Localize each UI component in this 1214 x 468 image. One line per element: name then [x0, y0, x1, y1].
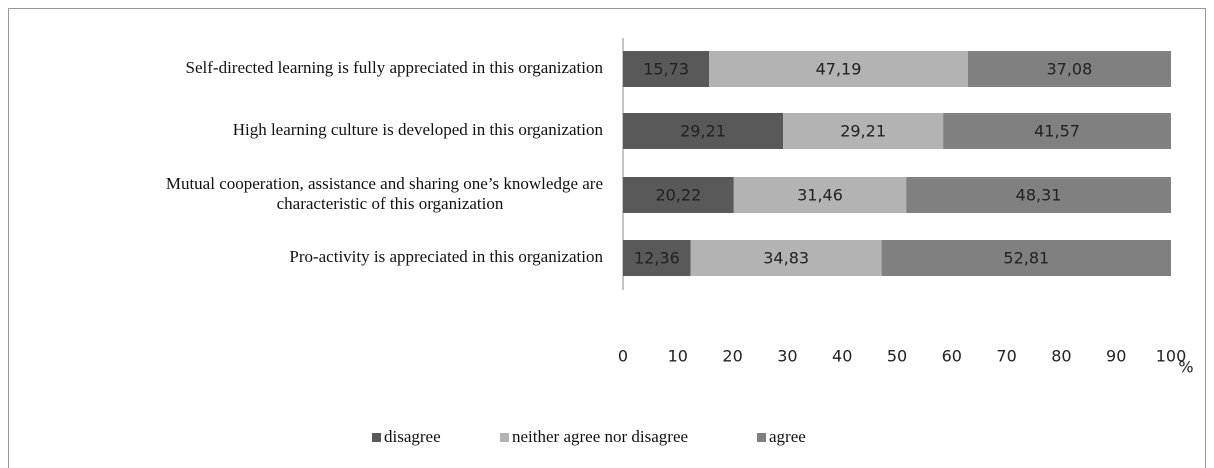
- data-label: 12,36: [634, 249, 680, 268]
- x-tick-label: 80: [1051, 347, 1071, 366]
- data-label: 29,21: [680, 122, 726, 141]
- x-tick-label: 100: [1156, 347, 1187, 366]
- bar-segment: [967, 51, 1171, 87]
- legend-label: agree: [769, 427, 806, 446]
- data-label: 48,31: [1016, 186, 1062, 205]
- bar-segment: [906, 177, 1171, 213]
- legend-swatch: [757, 433, 766, 442]
- data-label: 15,73: [643, 60, 689, 79]
- category-label: Pro-activity is appreciated in this orga…: [289, 247, 603, 266]
- category-label: Mutual cooperation, assistance and shari…: [166, 174, 603, 213]
- legend-label: neither agree nor disagree: [512, 427, 688, 446]
- x-tick-label: 90: [1106, 347, 1126, 366]
- data-label: 20,22: [655, 186, 701, 205]
- x-axis-label: %: [1178, 358, 1193, 377]
- bar-segment: [690, 240, 882, 276]
- data-label: 52,81: [1003, 249, 1049, 268]
- x-tick-label: 60: [942, 347, 962, 366]
- data-label: 37,08: [1046, 60, 1092, 79]
- x-tick-label: 0: [618, 347, 628, 366]
- data-label: 31,46: [797, 186, 843, 205]
- data-label: 47,19: [816, 60, 862, 79]
- category-label: High learning culture is developed in th…: [233, 120, 604, 139]
- x-tick-label: 20: [722, 347, 742, 366]
- bar-segment: [709, 51, 968, 87]
- legend-swatch: [500, 433, 509, 442]
- data-label: 41,57: [1034, 122, 1080, 141]
- x-tick-label: 50: [887, 347, 907, 366]
- legend-label: disagree: [384, 427, 441, 446]
- bar-segment: [623, 240, 691, 276]
- bar-segment: [783, 113, 944, 149]
- bar-segment: [623, 51, 710, 87]
- x-tick-label: 30: [777, 347, 797, 366]
- x-tick-label: 10: [668, 347, 688, 366]
- legend-swatch: [372, 433, 381, 442]
- bar-segment: [623, 113, 784, 149]
- x-tick-label: 70: [996, 347, 1016, 366]
- bar-segment: [623, 177, 734, 213]
- data-label: 34,83: [763, 249, 809, 268]
- category-label: Self-directed learning is fully apprecia…: [186, 58, 604, 77]
- x-tick-label: 40: [832, 347, 852, 366]
- bar-segment: [881, 240, 1171, 276]
- bar-segment: [733, 177, 907, 213]
- chart-frame: [8, 8, 1206, 468]
- data-label: 29,21: [840, 122, 886, 141]
- bar-segment: [943, 113, 1171, 149]
